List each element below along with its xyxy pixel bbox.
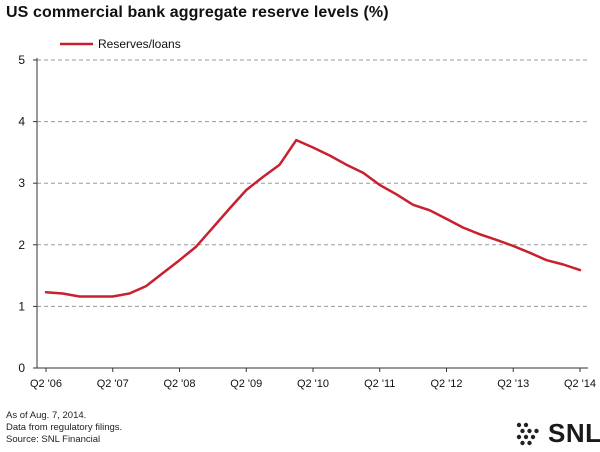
data-point — [545, 259, 547, 261]
data-point — [429, 209, 431, 211]
data-point — [329, 154, 331, 156]
snl-logo-text: SNL — [548, 418, 600, 448]
series-group — [44, 138, 582, 298]
data-point — [345, 164, 347, 166]
x-tick-label: Q2 '12 — [430, 378, 462, 390]
data-point — [495, 239, 497, 241]
data-point — [462, 226, 464, 228]
snl-logo-mark-icon — [516, 422, 539, 446]
y-tick-label-3: 3 — [18, 176, 25, 190]
footnotes: As of Aug. 7, 2014. Data from regulatory… — [6, 410, 122, 446]
data-point — [529, 252, 531, 254]
legend: Reserves/loans — [60, 37, 181, 51]
data-point — [78, 295, 80, 297]
data-point — [445, 218, 447, 220]
y-tick-label-0: 0 — [18, 361, 25, 375]
x-tick-label: Q2 '11 — [364, 378, 395, 390]
data-point — [579, 269, 581, 271]
data-point — [262, 176, 264, 178]
data-point — [195, 245, 197, 247]
y-tick-label-2: 2 — [18, 238, 25, 252]
data-point — [95, 295, 97, 297]
x-tick-label: Q2 '07 — [97, 378, 129, 390]
x-tick-label: Q2 '13 — [497, 378, 529, 390]
data-point — [62, 292, 64, 294]
data-point — [112, 295, 114, 297]
series-line-reserves-loans — [44, 138, 582, 298]
x-tick-label: Q2 '08 — [163, 378, 195, 390]
data-point — [245, 189, 247, 191]
axes — [33, 58, 588, 372]
data-point — [312, 146, 314, 148]
x-tick-label: Q2 '09 — [230, 378, 262, 390]
y-tick-label-1: 1 — [18, 299, 25, 313]
data-point — [45, 291, 47, 293]
data-point — [295, 139, 297, 141]
y-tick-label-4: 4 — [18, 115, 25, 129]
x-tick-label: Q2 '10 — [297, 378, 329, 390]
data-point — [178, 259, 180, 261]
footnote-source: Source: SNL Financial — [6, 434, 101, 445]
x-tick-label: Q2 '06 — [30, 378, 62, 390]
footnote-data-source: Data from regulatory filings. — [6, 422, 123, 433]
data-point — [278, 164, 280, 166]
data-point — [479, 233, 481, 235]
data-point — [162, 272, 164, 274]
data-point — [395, 193, 397, 195]
data-point — [562, 263, 564, 265]
legend-label-reserves-loans: Reserves/loans — [98, 37, 181, 51]
data-point — [212, 226, 214, 228]
y-axis-tick-labels: 0 1 2 3 4 5 — [18, 53, 25, 375]
snl-logo: SNL — [514, 418, 600, 448]
chart-title: US commercial bank aggregate reserve lev… — [6, 4, 389, 21]
y-tick-label-5: 5 — [18, 53, 25, 67]
data-point — [512, 245, 514, 247]
grid-lines — [37, 59, 588, 307]
data-point — [412, 204, 414, 206]
footnote-date: As of Aug. 7, 2014. — [6, 410, 87, 421]
data-point — [145, 285, 147, 287]
data-point — [228, 207, 230, 209]
data-point — [128, 292, 130, 294]
x-axis-tick-labels: Q2 '06 Q2 '07 Q2 '08 Q2 '09 Q2 '10 Q2 '11 Q2 '… — [30, 378, 596, 390]
data-point — [379, 184, 381, 186]
x-tick-label: Q2 '14 — [564, 378, 596, 390]
data-point — [362, 172, 364, 174]
